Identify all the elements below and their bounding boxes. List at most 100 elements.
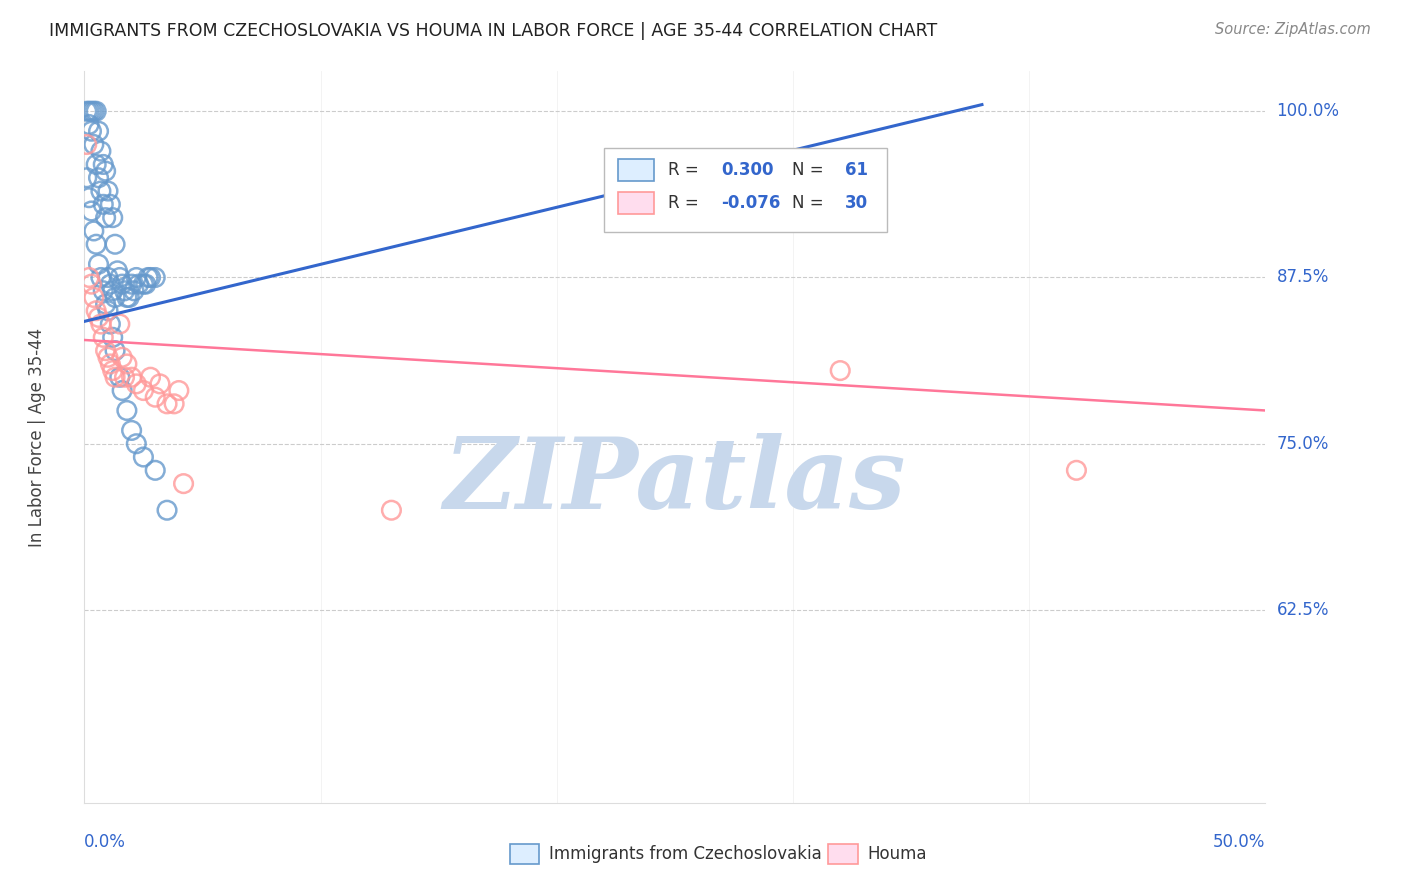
Point: [97, 351, 120, 365]
Text: Houma: Houma: [868, 845, 927, 863]
Point: [94, 297, 117, 311]
Point: [108, 317, 131, 331]
Text: 50.0%: 50.0%: [1213, 833, 1265, 851]
Text: N =: N =: [792, 161, 828, 179]
Point: [97, 184, 120, 198]
Point: [136, 270, 159, 285]
Point: [97, 303, 120, 318]
Point: [101, 284, 124, 298]
Point: [98, 197, 121, 211]
Text: 62.5%: 62.5%: [1277, 601, 1329, 619]
Point: [121, 277, 143, 292]
Point: [101, 211, 124, 225]
Point: [114, 284, 136, 298]
Point: [125, 270, 148, 285]
Point: [104, 370, 127, 384]
Point: [76, 137, 98, 152]
Point: [115, 403, 138, 417]
Point: [108, 370, 131, 384]
Point: [104, 290, 127, 304]
Text: 75.0%: 75.0%: [1277, 434, 1329, 453]
Text: N =: N =: [792, 194, 828, 212]
Point: [101, 330, 124, 344]
Point: [83, 104, 105, 119]
Point: [76, 170, 98, 185]
FancyBboxPatch shape: [605, 148, 887, 232]
Point: [94, 211, 117, 225]
Point: [115, 357, 138, 371]
Text: IMMIGRANTS FROM CZECHOSLOVAKIA VS HOUMA IN LABOR FORCE | AGE 35-44 CORRELATION C: IMMIGRANTS FROM CZECHOSLOVAKIA VS HOUMA …: [49, 22, 938, 40]
Point: [108, 270, 131, 285]
Text: 100.0%: 100.0%: [1277, 103, 1340, 120]
Text: Source: ZipAtlas.com: Source: ZipAtlas.com: [1215, 22, 1371, 37]
Text: 61: 61: [845, 161, 868, 179]
Point: [80, 104, 103, 119]
Point: [132, 277, 155, 292]
Point: [107, 264, 129, 278]
FancyBboxPatch shape: [619, 192, 654, 214]
Text: 30: 30: [845, 194, 868, 212]
Point: [84, 157, 107, 171]
Point: [77, 191, 100, 205]
Point: [76, 104, 98, 119]
Text: R =: R =: [668, 161, 704, 179]
Text: 87.5%: 87.5%: [1277, 268, 1329, 286]
Point: [156, 503, 179, 517]
Point: [91, 197, 114, 211]
Point: [830, 363, 852, 377]
Point: [83, 137, 105, 152]
Point: [98, 277, 121, 292]
Point: [125, 376, 148, 391]
Point: [139, 370, 162, 384]
Point: [80, 124, 103, 138]
Point: [87, 310, 110, 325]
Point: [91, 157, 114, 171]
Point: [128, 277, 150, 292]
Point: [135, 277, 157, 292]
Point: [380, 503, 402, 517]
Text: 0.300: 0.300: [721, 161, 773, 179]
Point: [90, 184, 112, 198]
Point: [121, 370, 143, 384]
Point: [122, 284, 145, 298]
Point: [114, 370, 136, 384]
Point: [77, 104, 100, 119]
Point: [111, 384, 134, 398]
Point: [83, 224, 105, 238]
Point: [156, 397, 179, 411]
Point: [101, 363, 124, 377]
Point: [143, 390, 166, 404]
Point: [173, 476, 195, 491]
Point: [91, 284, 114, 298]
Point: [125, 436, 148, 450]
Point: [149, 376, 172, 391]
Point: [118, 290, 141, 304]
Point: [84, 303, 107, 318]
Point: [91, 330, 114, 344]
FancyBboxPatch shape: [828, 844, 858, 864]
Point: [111, 351, 134, 365]
Point: [111, 277, 134, 292]
Point: [104, 237, 127, 252]
Point: [98, 357, 121, 371]
Point: [84, 104, 107, 119]
Point: [77, 270, 100, 285]
Point: [90, 317, 112, 331]
Point: [80, 204, 103, 219]
Point: [143, 463, 166, 477]
Text: Immigrants from Czechoslovakia: Immigrants from Czechoslovakia: [548, 845, 821, 863]
Point: [84, 237, 107, 252]
Point: [97, 270, 120, 285]
Point: [83, 290, 105, 304]
Text: R =: R =: [668, 194, 704, 212]
Point: [94, 343, 117, 358]
Point: [98, 317, 121, 331]
Point: [87, 124, 110, 138]
Point: [94, 164, 117, 178]
FancyBboxPatch shape: [619, 159, 654, 181]
Text: -0.076: -0.076: [721, 194, 780, 212]
Point: [90, 144, 112, 158]
Point: [1066, 463, 1088, 477]
Text: In Labor Force | Age 35-44: In Labor Force | Age 35-44: [28, 327, 46, 547]
Point: [139, 270, 162, 285]
